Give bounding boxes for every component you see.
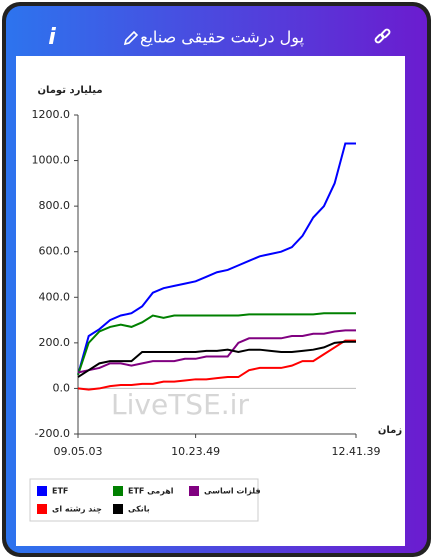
watermark: LiveTSE.ir xyxy=(111,388,249,421)
y-tick-label: 400.0 xyxy=(39,290,71,303)
legend-swatch xyxy=(189,486,199,496)
legend-swatch xyxy=(37,486,47,496)
y-tick-label: 200.0 xyxy=(39,336,71,349)
y-axis-title: میلیارد تومان xyxy=(37,85,102,96)
series-line xyxy=(77,312,356,376)
legend-swatch xyxy=(113,486,123,496)
y-tick-label: 1000.0 xyxy=(32,154,71,167)
y-tick-label: 0.0 xyxy=(53,381,71,394)
info-button[interactable]: i xyxy=(48,25,56,50)
edit-icon-shape xyxy=(123,30,139,46)
header-title: پول درشت حقیقی صنایع xyxy=(140,28,304,48)
series-line xyxy=(77,339,356,391)
link-icon-part xyxy=(380,28,391,39)
series-line xyxy=(77,142,356,376)
legend-label: بانکی xyxy=(128,505,150,514)
legend-swatch xyxy=(113,504,123,514)
chart: میلیارد تومان زمان LiveTSE.ir -200.0 0.0 2… xyxy=(29,85,402,522)
y-tick-label: 800.0 xyxy=(39,199,71,212)
edit-icon[interactable] xyxy=(123,30,139,46)
legend-label: فلزات اساسی xyxy=(204,487,261,496)
y-tick-label: -200.0 xyxy=(35,427,70,440)
legend-label: ETF xyxy=(52,487,68,496)
legend xyxy=(29,478,259,522)
series-line xyxy=(77,340,356,378)
x-tick-label: 09.05.03 xyxy=(54,445,103,458)
series-line xyxy=(77,329,356,374)
link-icon-part xyxy=(374,33,385,44)
legend-label: ETF اهرمی xyxy=(128,487,174,496)
legend-swatch xyxy=(37,504,47,514)
link-icon[interactable] xyxy=(374,28,391,44)
x-axis-title: زمان xyxy=(378,425,402,436)
x-tick-label: 10.23.49 xyxy=(171,445,220,458)
card-body xyxy=(16,56,405,546)
legend-label: چند رشته ای xyxy=(52,505,102,514)
x-tick-label: 12.41.39 xyxy=(332,445,381,458)
y-tick-label: 600.0 xyxy=(39,245,71,258)
y-tick-label: 1200.0 xyxy=(32,108,71,121)
